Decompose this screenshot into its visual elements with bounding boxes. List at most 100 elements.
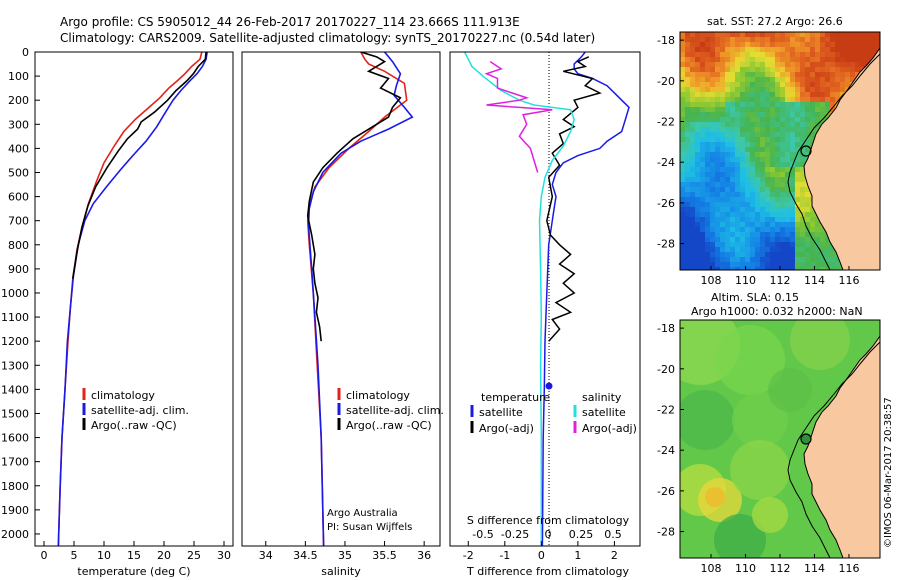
sst-cell	[800, 162, 806, 168]
sst-cell	[765, 57, 771, 63]
sst-cell	[835, 42, 841, 48]
sst-cell	[720, 77, 726, 83]
sst-cell	[805, 202, 811, 208]
sst-cell	[760, 67, 766, 73]
sst-cell	[740, 132, 746, 138]
sst-cell	[700, 247, 706, 253]
sst-cell	[825, 257, 831, 263]
depth-tick-label: 1000	[1, 287, 29, 300]
sst-cell	[795, 172, 801, 178]
sst-cell	[840, 42, 846, 48]
sst-cell	[780, 67, 786, 73]
sst-cell	[825, 72, 831, 78]
sst-cell	[700, 177, 706, 183]
series-t-satellite	[541, 52, 630, 546]
depth-tick-label: 1800	[1, 480, 29, 493]
sst-cell	[810, 257, 816, 263]
sst-cell	[695, 87, 701, 93]
sst-cell	[830, 32, 836, 38]
sst-cell	[775, 157, 781, 163]
sst-cell	[800, 232, 806, 238]
sst-cell	[755, 232, 761, 238]
sla-blob	[680, 390, 735, 450]
sst-cell	[755, 37, 761, 43]
sst-cell	[695, 182, 701, 188]
sla-map-land	[803, 335, 880, 558]
sst-cell	[735, 137, 741, 143]
sst-cell	[760, 57, 766, 63]
sst-cell	[850, 32, 856, 38]
sst-cell	[740, 162, 746, 168]
sst-cell	[685, 107, 691, 113]
sst-cell	[730, 87, 736, 93]
sst-cell	[685, 127, 691, 133]
series-climatology	[57, 52, 203, 546]
sst-cell	[750, 32, 756, 38]
sst-cell	[785, 82, 791, 88]
sst-cell	[775, 32, 781, 38]
sst-cell	[800, 47, 806, 53]
sst-cell	[845, 57, 851, 63]
sst-cell	[775, 137, 781, 143]
sla-blob	[715, 325, 785, 395]
sst-cell	[800, 137, 806, 143]
sst-cell	[755, 87, 761, 93]
sst-cell	[850, 37, 856, 43]
sst-cell	[810, 72, 816, 78]
sst-cell	[680, 122, 686, 128]
sst-cell	[780, 242, 786, 248]
sst-cell	[700, 37, 706, 43]
sst-cell	[730, 182, 736, 188]
sst-cell	[780, 252, 786, 258]
sst-cell	[700, 217, 706, 223]
sst-cell	[710, 167, 716, 173]
sst-cell	[730, 37, 736, 43]
sst-cell	[700, 232, 706, 238]
sst-cell	[720, 47, 726, 53]
sst-cell	[720, 87, 726, 93]
sst-cell	[790, 177, 796, 183]
sst-cell	[790, 137, 796, 143]
sst-cell	[785, 92, 791, 98]
sst-cell	[740, 62, 746, 68]
sst-cell	[765, 82, 771, 88]
sst-cell	[730, 267, 736, 270]
sst-cell	[800, 217, 806, 223]
sst-cell	[755, 32, 761, 38]
sst-cell	[760, 52, 766, 58]
sst-cell	[680, 257, 686, 263]
sst-cell	[690, 102, 696, 108]
sst-cell	[725, 112, 731, 118]
d-xtick-label: 2	[611, 549, 618, 562]
sst-cell	[815, 222, 821, 228]
sst-cell	[730, 167, 736, 173]
sst-cell	[755, 137, 761, 143]
sst-cell	[815, 37, 821, 43]
sst-cell	[845, 67, 851, 73]
sst-cell	[730, 72, 736, 78]
sst-cell	[720, 247, 726, 253]
sst-cell	[815, 242, 821, 248]
sst-cell	[705, 112, 711, 118]
sst-cell	[775, 232, 781, 238]
sst-cell	[715, 182, 721, 188]
sst-cell	[750, 242, 756, 248]
sst-cell	[770, 232, 776, 238]
sst-cell	[710, 222, 716, 228]
sst-cell	[790, 262, 796, 268]
lon-tick-label: 112	[770, 274, 791, 287]
sst-cell	[750, 167, 756, 173]
sst-cell	[775, 197, 781, 203]
sst-cell	[735, 237, 741, 243]
sst-cell	[800, 127, 806, 133]
sst-cell	[720, 197, 726, 203]
sst-cell	[795, 32, 801, 38]
sst-cell	[760, 162, 766, 168]
sst-cell	[760, 257, 766, 263]
sst-cell	[830, 62, 836, 68]
sst-cell	[795, 97, 801, 103]
sst-cell	[730, 162, 736, 168]
sst-cell	[775, 57, 781, 63]
sst-cell	[830, 102, 836, 108]
sst-cell	[785, 202, 791, 208]
